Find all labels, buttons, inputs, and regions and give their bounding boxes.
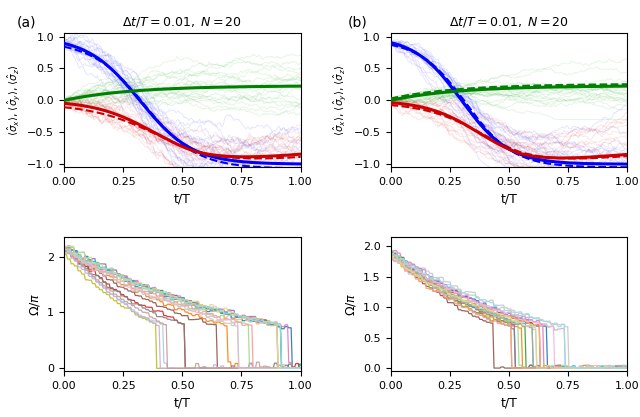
Y-axis label: $\Omega/\pi$: $\Omega/\pi$ bbox=[344, 292, 358, 316]
X-axis label: t/T: t/T bbox=[174, 397, 191, 409]
Text: (b): (b) bbox=[348, 16, 368, 30]
Y-axis label: $\langle\hat{\sigma}_x\rangle$, $\langle\hat{\sigma}_y\rangle$, $\langle\hat{\si: $\langle\hat{\sigma}_x\rangle$, $\langle… bbox=[5, 64, 22, 136]
X-axis label: t/T: t/T bbox=[500, 397, 517, 409]
Y-axis label: $\langle\hat{\sigma}_x\rangle$, $\langle\hat{\sigma}_y\rangle$, $\langle\hat{\si: $\langle\hat{\sigma}_x\rangle$, $\langle… bbox=[332, 64, 348, 136]
X-axis label: t/T: t/T bbox=[174, 193, 191, 206]
Title: $\Delta t/T = 0.01,\;  N = 20$: $\Delta t/T = 0.01,\; N = 20$ bbox=[122, 15, 243, 28]
X-axis label: t/T: t/T bbox=[500, 193, 517, 206]
Y-axis label: $\Omega/\pi$: $\Omega/\pi$ bbox=[28, 292, 42, 316]
Text: (a): (a) bbox=[17, 16, 36, 30]
Title: $\Delta t/T = 0.01,\;  N = 20$: $\Delta t/T = 0.01,\; N = 20$ bbox=[449, 15, 569, 28]
